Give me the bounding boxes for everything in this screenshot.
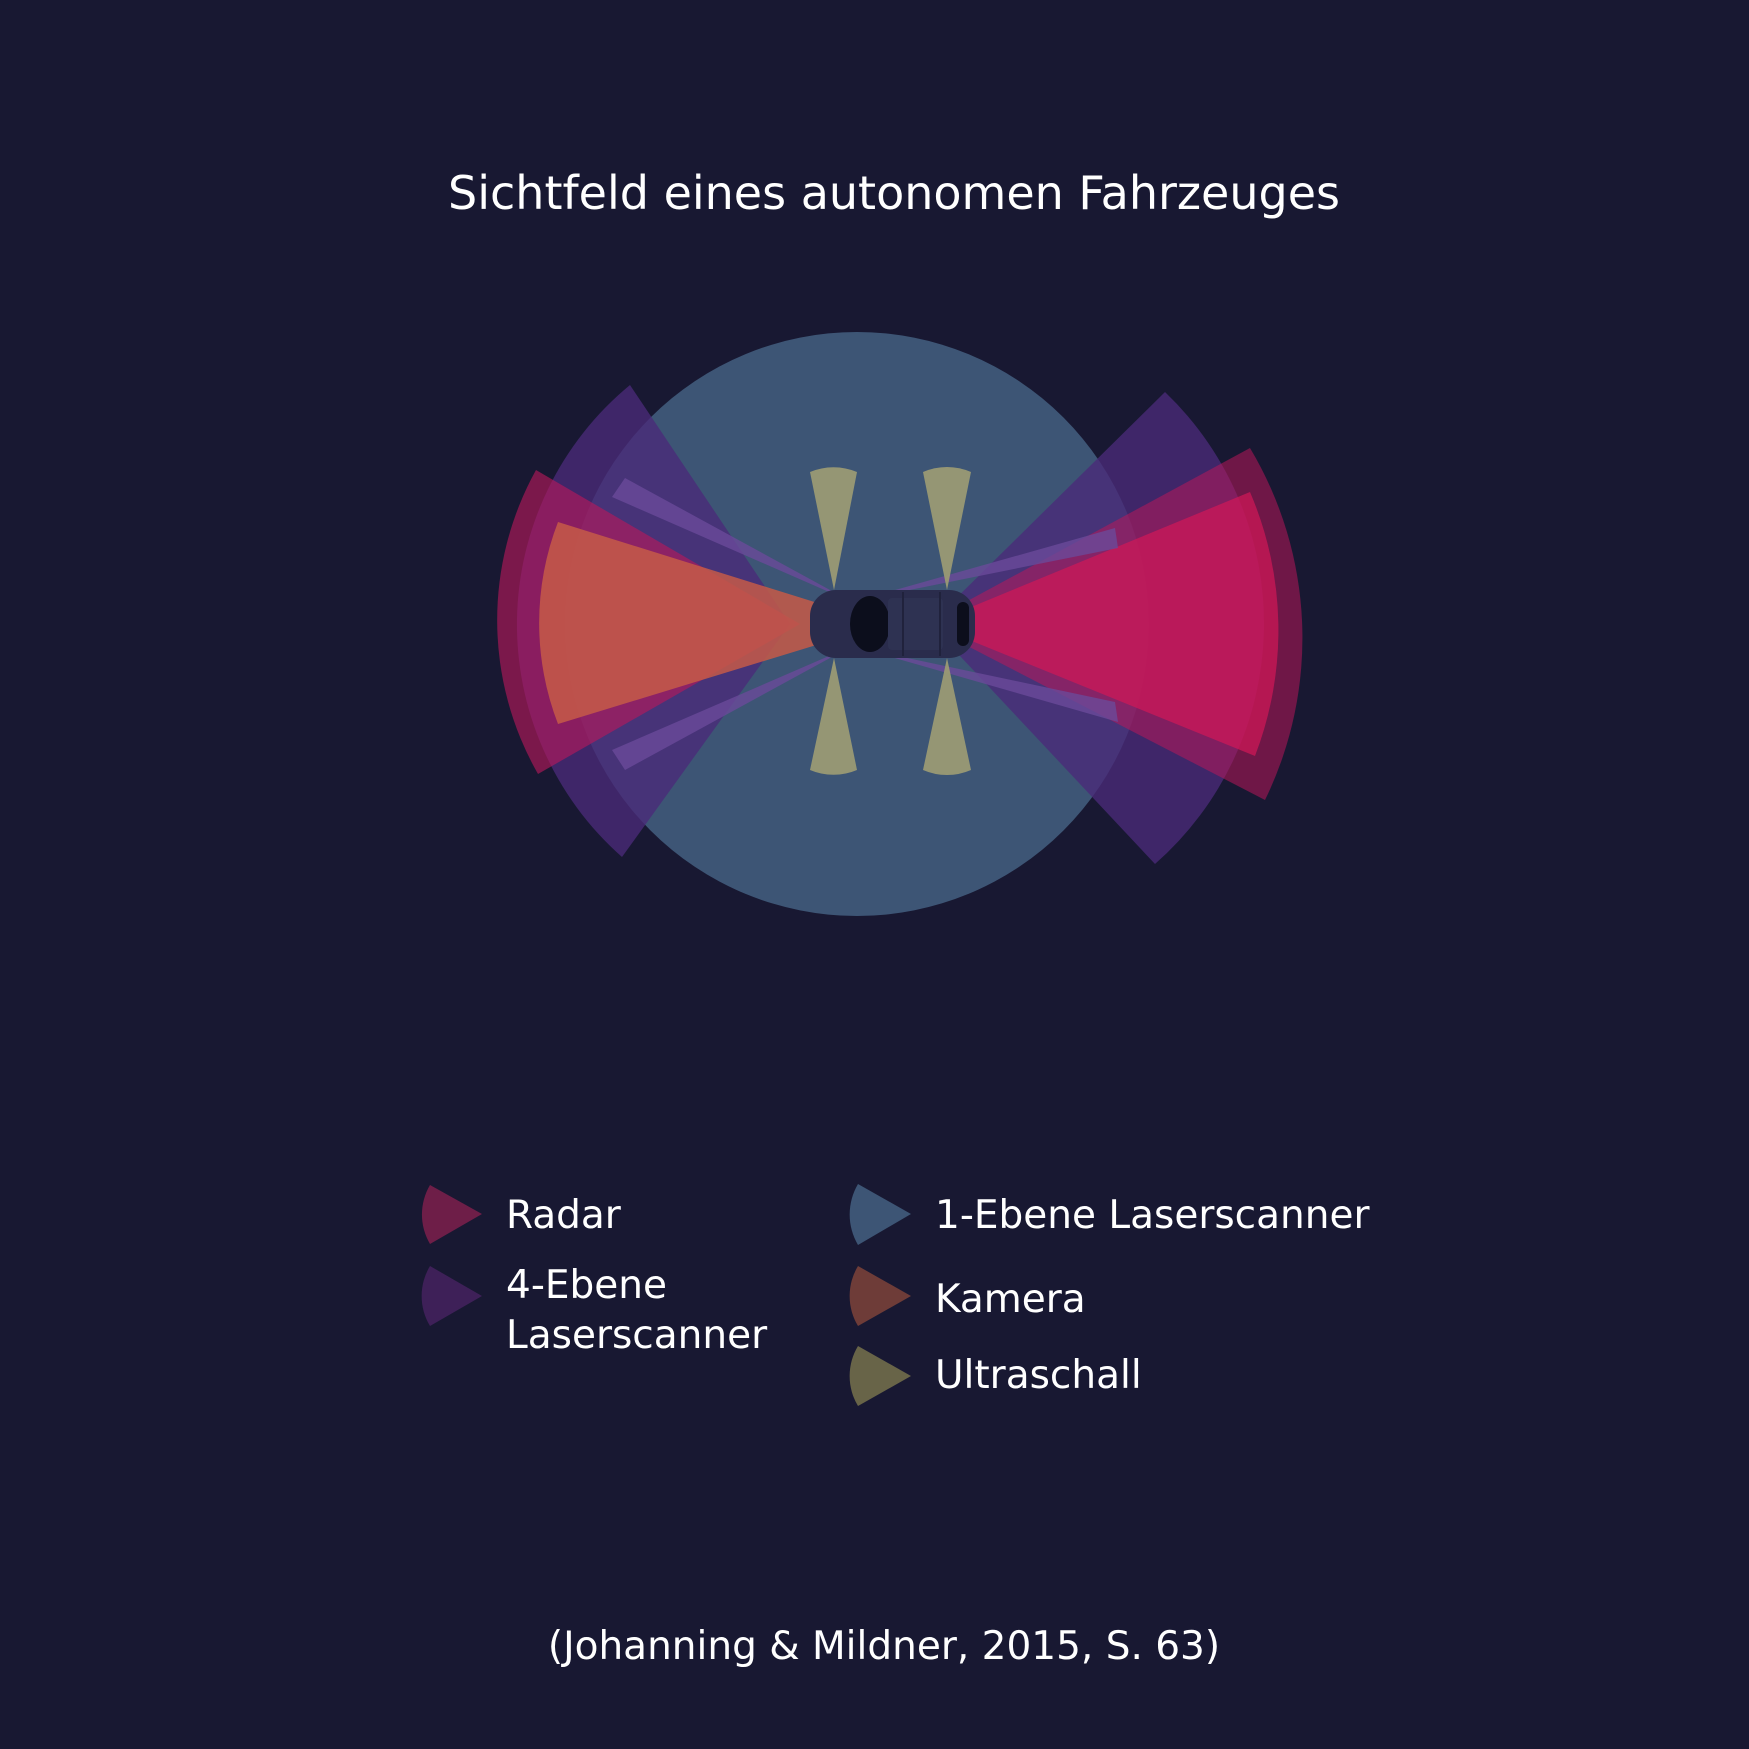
laser1-legend-icon [849, 1184, 911, 1245]
vehicle-rear-window [850, 596, 890, 652]
legend-label-radar: Radar [506, 1193, 622, 1238]
ultrasound-field-top-left [810, 467, 857, 590]
legend: Radar 4-Ebene Laserscanner 1-Ebene Laser… [421, 1184, 1370, 1406]
ultrasound-field-bottom-left [810, 658, 857, 775]
legend-label-laser4: 4-Ebene [506, 1263, 667, 1308]
legend-label-ultrasound: Ultraschall [935, 1353, 1142, 1398]
vehicle-roof [888, 598, 943, 650]
laser1-beam-lower-right [860, 648, 1118, 722]
legend-item-laser1: 1-Ebene Laserscanner [849, 1184, 1370, 1245]
vehicle [810, 590, 975, 658]
radar-field-front-narrow [930, 492, 1279, 756]
legend-item-radar: Radar [421, 1185, 622, 1244]
laser1-beam-lower-left [612, 646, 852, 770]
sensor-fields [497, 332, 1303, 916]
ultrasound-field-top-right [923, 466, 971, 590]
legend-item-laser4: 4-Ebene Laserscanner [421, 1263, 768, 1358]
vehicle-windshield [957, 602, 969, 646]
source-citation: (Johanning & Mildner, 2015, S. 63) [548, 1624, 1220, 1669]
ultrasound-legend-icon [849, 1346, 911, 1406]
radar-legend-icon [421, 1185, 482, 1244]
legend-label-laser4-line2: Laserscanner [506, 1313, 768, 1358]
legend-item-ultrasound: Ultraschall [849, 1346, 1142, 1406]
legend-item-camera: Kamera [849, 1266, 1086, 1326]
laser1-beam-upper-right [860, 528, 1118, 600]
camera-legend-icon [849, 1266, 911, 1326]
camera-field [539, 522, 885, 724]
laser1-beam-upper-left [612, 478, 852, 602]
laser4-legend-icon [421, 1266, 482, 1326]
ultrasound-field-bottom-right [923, 658, 971, 776]
legend-label-laser1: 1-Ebene Laserscanner [935, 1193, 1370, 1238]
legend-label-camera: Kamera [935, 1277, 1086, 1322]
diagram-title: Sichtfeld eines autonomen Fahrzeuges [448, 166, 1340, 220]
